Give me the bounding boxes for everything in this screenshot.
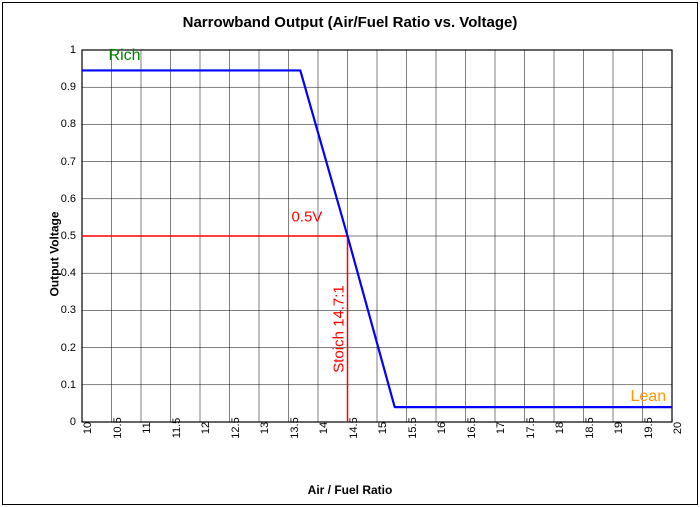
x-tick: 20: [672, 422, 684, 434]
x-tick: 12: [200, 422, 212, 434]
y-tick: 0: [50, 416, 76, 428]
y-tick: 0.9: [50, 81, 76, 93]
y-tick: 0.7: [50, 156, 76, 168]
x-axis-label: Air / Fuel Ratio: [0, 483, 700, 497]
x-tick: 10: [82, 422, 94, 434]
x-tick: 14: [318, 422, 330, 434]
x-tick: 11: [141, 422, 153, 433]
y-tick: 0.4: [50, 267, 76, 279]
halfv-label: 0.5V: [291, 209, 322, 226]
x-tick: 19: [613, 422, 625, 434]
x-tick: 11.5: [171, 418, 183, 439]
y-tick: 0.3: [50, 304, 76, 316]
x-tick: 18: [554, 422, 566, 434]
x-tick: 18.5: [584, 417, 596, 438]
y-tick: 1: [50, 44, 76, 56]
chart-title: Narrowband Output (Air/Fuel Ratio vs. Vo…: [0, 14, 700, 31]
y-tick: 0.1: [50, 379, 76, 391]
x-tick: 16: [436, 422, 448, 434]
x-tick: 12.5: [230, 417, 242, 438]
series-output: [82, 70, 672, 407]
x-tick: 17: [495, 422, 507, 434]
x-tick: 19.5: [643, 417, 655, 438]
series-layer: [82, 50, 672, 422]
x-tick: 15: [377, 422, 389, 434]
y-tick: 0.5: [50, 230, 76, 242]
stoich-label: Stoich 14.7:1: [330, 285, 347, 373]
x-tick: 17.5: [525, 417, 537, 438]
y-tick: 0.8: [50, 118, 76, 130]
x-tick: 13.5: [289, 417, 301, 438]
plot-area: Rich Lean 0.5V Stoich 14.7:1: [82, 50, 672, 422]
x-tick: 13: [259, 422, 271, 434]
x-tick: 15.5: [407, 417, 419, 438]
x-tick: 16.5: [466, 417, 478, 438]
y-tick: 0.6: [50, 193, 76, 205]
rich-label: Rich: [109, 47, 141, 65]
lean-label: Lean: [631, 388, 667, 406]
x-tick: 14.5: [348, 417, 360, 438]
y-tick: 0.2: [50, 342, 76, 354]
x-tick: 10.5: [112, 417, 124, 438]
